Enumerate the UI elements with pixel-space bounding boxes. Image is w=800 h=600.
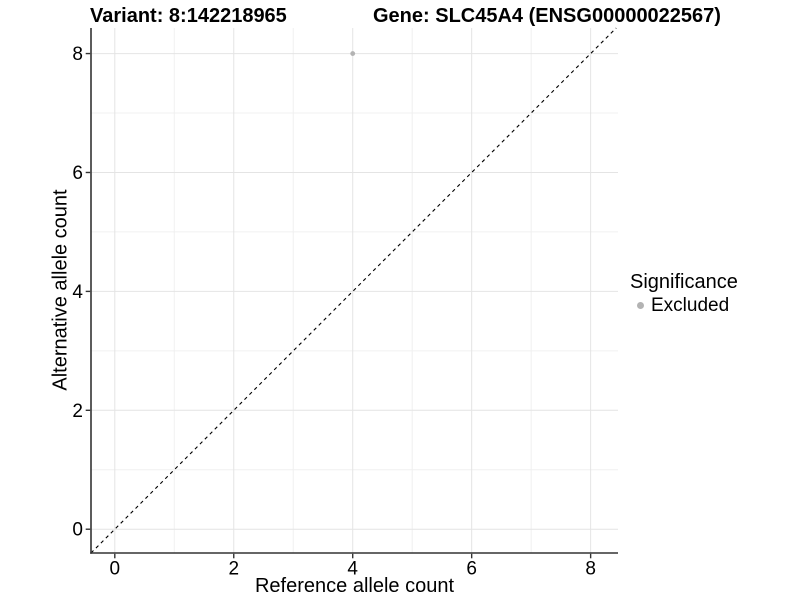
x-tick-label: 0 <box>110 559 121 580</box>
y-tick-label: 8 <box>72 44 83 65</box>
legend-item-label: Excluded <box>651 295 730 316</box>
data-point <box>350 51 356 56</box>
x-tick-label: 6 <box>466 559 477 580</box>
y-tick-label: 6 <box>72 163 83 184</box>
y-tick-label: 0 <box>72 520 83 541</box>
y-tick-label: 2 <box>72 401 83 422</box>
legend-title: Significance <box>630 271 738 293</box>
legend-item-excluded: Excluded <box>630 295 738 316</box>
plot-title-gene: Gene: SLC45A4 (ENSG00000022567) <box>373 5 721 27</box>
x-axis-label: Reference allele count <box>254 575 454 597</box>
excluded-point-icon <box>637 302 644 309</box>
reference-line <box>90 27 617 554</box>
plot-title-variant: Variant: 8:142218965 <box>90 5 287 27</box>
x-tick-label: 2 <box>228 559 239 580</box>
y-tick-label: 4 <box>72 282 83 303</box>
x-tick-label: 4 <box>347 559 358 580</box>
legend: Significance Excluded <box>630 271 738 316</box>
y-axis-label: Alternative allele count <box>49 189 72 391</box>
x-tick-label: 8 <box>585 559 596 580</box>
